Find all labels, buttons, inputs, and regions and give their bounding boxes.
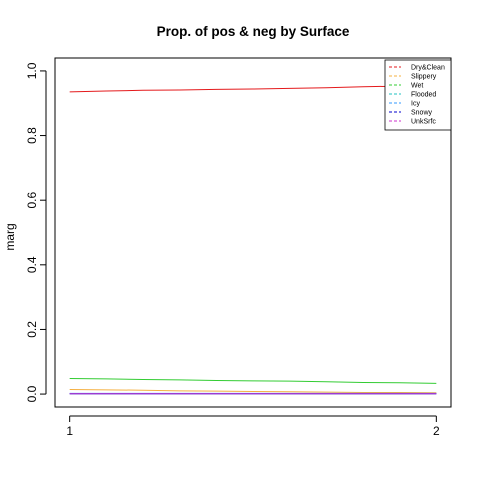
axes-layer: 0.0 0.2 0.4 0.6 0.8 1.0 1 2 [25, 62, 440, 438]
legend-label: Icy [411, 101, 420, 108]
legend-label: Flooded [411, 92, 436, 99]
y-tick-label: 0.0 [25, 385, 39, 402]
legend-label: Slippery [411, 74, 437, 81]
legend-box [384, 59, 452, 131]
x-tick-label: 2 [433, 424, 440, 438]
series-line-slippery [69, 389, 437, 394]
legend-label: Dry&Clean [411, 65, 445, 72]
y-tick-label: 0.2 [25, 321, 39, 338]
legend-label: UnkSrfc [411, 119, 436, 126]
series-layer [69, 84, 437, 395]
plot-frame [54, 57, 452, 408]
y-axis-label: marg [3, 223, 17, 250]
legend-label: Wet [411, 83, 423, 90]
legend-label: Snowy [411, 110, 433, 117]
series-line-wet [69, 378, 437, 384]
y-tick-label: 0.4 [25, 256, 39, 273]
x-tick-label: 1 [66, 424, 73, 438]
y-tick-label: 0.6 [25, 192, 39, 209]
chart-title: Prop. of pos & neg by Surface [157, 24, 350, 39]
legend: Dry&Clean Slippery Wet Flooded Icy Snowy UnkSr… [384, 59, 452, 131]
series-line-dry-clean [69, 84, 437, 93]
y-tick-label: 0.8 [25, 127, 39, 144]
y-tick-label: 1.0 [25, 62, 39, 79]
